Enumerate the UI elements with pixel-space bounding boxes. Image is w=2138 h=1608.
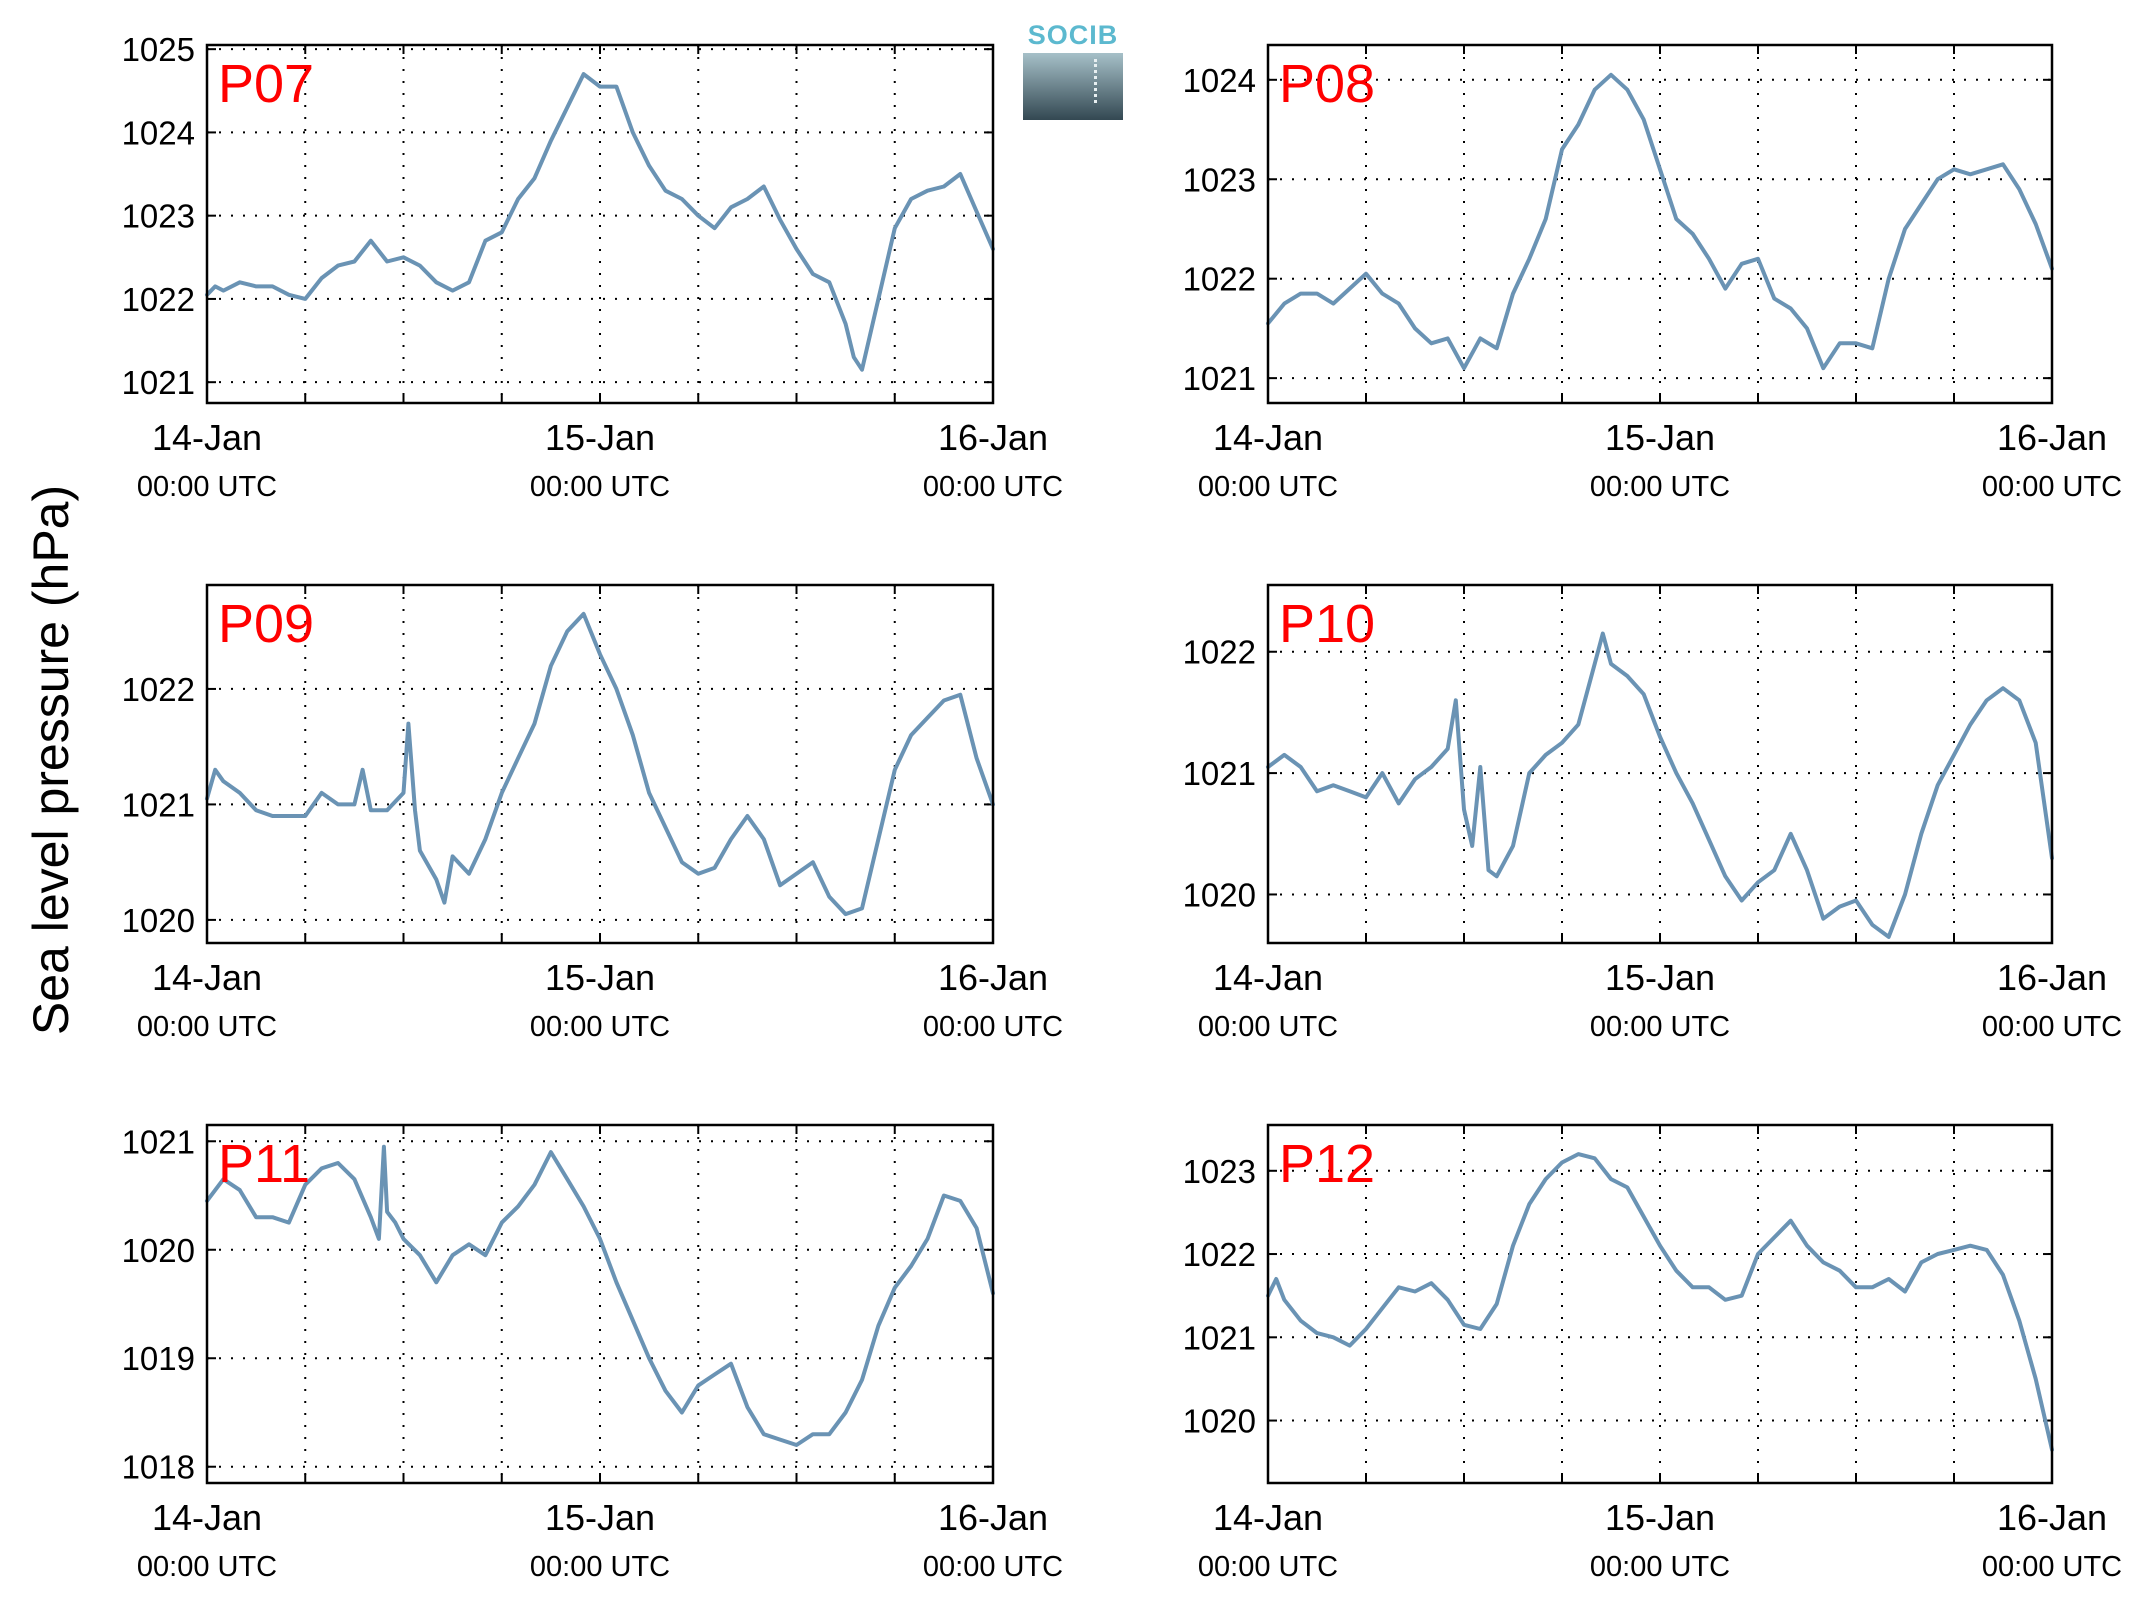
x-tick-label-time: 00:00 UTC (1590, 471, 1730, 503)
x-tick-label-time: 00:00 UTC (1198, 471, 1338, 503)
x-tick-label-date: 14-Jan (152, 1497, 262, 1538)
x-tick-label-time: 00:00 UTC (137, 1551, 277, 1583)
axes-frame (205, 43, 995, 405)
x-tick-label-time: 00:00 UTC (1590, 1011, 1730, 1043)
y-tick-label: 1022 (1183, 261, 1256, 298)
y-tick-label: 1024 (122, 114, 195, 151)
x-tick-label-date: 15-Jan (545, 417, 655, 458)
y-tick-label: 1018 (122, 1449, 195, 1486)
x-tick-label-date: 15-Jan (1605, 1497, 1715, 1538)
x-tick-label-date: 14-Jan (152, 417, 262, 458)
y-tick-label: 1020 (1183, 876, 1256, 913)
figure-y-axis-label: Sea level pressure (hPa) (23, 485, 79, 1035)
panel-p12: 1020 1021 1022 1023 14-Jan 00:00 UTC 15-Jan 00:… (1183, 1123, 2122, 1583)
x-tick-label-time: 00:00 UTC (923, 1551, 1063, 1583)
pressure-series-line (205, 72, 995, 372)
y-tick-label: 1022 (1183, 634, 1256, 671)
x-tick-label-date: 16-Jan (1997, 1497, 2107, 1538)
y-tick-label: 1025 (122, 31, 195, 68)
axes-frame (205, 1123, 995, 1485)
station-label: P09 (218, 594, 314, 654)
x-tick-label-date: 14-Jan (1213, 417, 1323, 458)
panel-p07: 1021 1022 1023 1024 1025 14-Jan 00:00 UTC 15-Ja… (122, 31, 1064, 503)
x-tick-label-time: 00:00 UTC (1198, 1011, 1338, 1043)
y-tick-label: 1021 (1183, 755, 1256, 792)
panel-p10: 1020 1021 1022 14-Jan 00:00 UTC 15-Jan 00:00 U… (1183, 583, 2122, 1043)
pressure-series-line (1266, 72, 2054, 371)
y-tick-label: 1019 (122, 1340, 195, 1377)
x-tick-label-date: 15-Jan (1605, 957, 1715, 998)
logo-text: SOCIB (1027, 20, 1119, 50)
y-tick-label: 1020 (1183, 1403, 1256, 1440)
panel-p11: 1018 1019 1020 1021 14-Jan 00:00 UTC 15-Jan 00:… (122, 1123, 1064, 1583)
x-tick-label-time: 00:00 UTC (530, 1011, 670, 1043)
x-tick-label-date: 14-Jan (1213, 957, 1323, 998)
axes-frame (1266, 43, 2054, 405)
y-tick-label: 1023 (122, 198, 195, 235)
x-tick-label-date: 16-Jan (938, 957, 1048, 998)
y-tick-label: 1022 (122, 671, 195, 708)
x-tick-label-time: 00:00 UTC (1198, 1551, 1338, 1583)
panel-p08: 1021 1022 1023 1024 14-Jan 00:00 UTC 15-Jan 00:… (1183, 43, 2122, 503)
pressure-series-line (1266, 631, 2054, 939)
x-tick-label-date: 15-Jan (1605, 417, 1715, 458)
x-tick-label-time: 00:00 UTC (923, 471, 1063, 503)
x-tick-label-time: 00:00 UTC (923, 1011, 1063, 1043)
x-tick-label-time: 00:00 UTC (1982, 471, 2122, 503)
station-label: P11 (218, 1134, 310, 1194)
x-tick-label-date: 14-Jan (1213, 1497, 1323, 1538)
logo-graphic (1023, 53, 1123, 120)
socib-logo: SOCIB (1023, 20, 1123, 120)
x-tick-label-time: 00:00 UTC (1982, 1551, 2122, 1583)
pressure-series-line (205, 611, 995, 917)
pressure-series-line (205, 1144, 995, 1447)
y-tick-label: 1021 (122, 786, 195, 823)
y-tick-label: 1021 (122, 364, 195, 401)
axes-frame (1266, 583, 2054, 945)
logo-dotted-line (1094, 59, 1097, 103)
x-tick-label-date: 14-Jan (152, 957, 262, 998)
x-tick-label-time: 00:00 UTC (530, 471, 670, 503)
y-tick-label: 1024 (1183, 62, 1256, 99)
y-tick-label: 1021 (1183, 1319, 1256, 1356)
x-tick-label-time: 00:00 UTC (137, 471, 277, 503)
x-tick-label-time: 00:00 UTC (137, 1011, 277, 1043)
x-tick-label-time: 00:00 UTC (1590, 1551, 1730, 1583)
x-tick-label-date: 16-Jan (938, 1497, 1048, 1538)
axes-frame (205, 583, 995, 945)
y-tick-label: 1021 (1183, 360, 1256, 397)
y-tick-label: 1022 (1183, 1236, 1256, 1273)
y-tick-label: 1020 (122, 902, 195, 939)
y-tick-label: 1021 (122, 1123, 195, 1160)
station-label: P12 (1279, 1134, 1375, 1194)
y-tick-label: 1022 (122, 281, 195, 318)
station-label: P07 (218, 54, 314, 114)
y-tick-label: 1020 (122, 1232, 195, 1269)
y-tick-label: 1023 (1183, 161, 1256, 198)
x-tick-label-date: 16-Jan (938, 417, 1048, 458)
axes-frame (1266, 1123, 2054, 1485)
x-tick-label-date: 15-Jan (545, 1497, 655, 1538)
station-label: P10 (1279, 594, 1375, 654)
panels: 1021 1022 1023 1024 1025 14-Jan 00:00 UTC 15-Ja… (122, 31, 2123, 1583)
x-tick-label-date: 16-Jan (1997, 417, 2107, 458)
x-tick-label-time: 00:00 UTC (1982, 1011, 2122, 1043)
pressure-series-line (1266, 1152, 2054, 1452)
panel-p09: 1020 1021 1022 14-Jan 00:00 UTC 15-Jan 00:00 U… (122, 583, 1063, 1043)
x-tick-label-date: 15-Jan (545, 957, 655, 998)
x-tick-label-date: 16-Jan (1997, 957, 2107, 998)
y-tick-label: 1023 (1183, 1153, 1256, 1190)
station-label: P08 (1279, 54, 1375, 114)
x-tick-label-time: 00:00 UTC (530, 1551, 670, 1583)
